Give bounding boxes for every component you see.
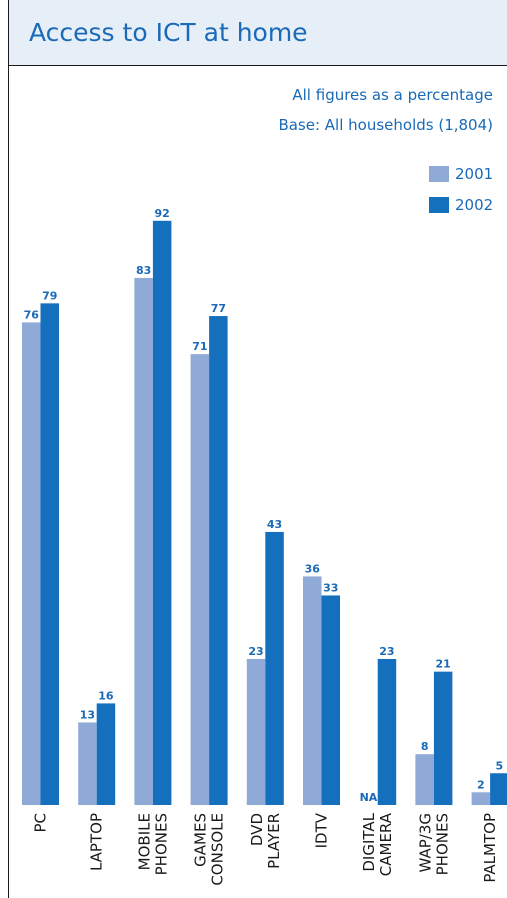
bar-laptop-2002 xyxy=(96,703,116,805)
frame-left-rule xyxy=(8,66,9,898)
bar-palmtop-2002 xyxy=(490,773,507,805)
note-base: Base: All households (1,804) xyxy=(278,116,493,134)
legend-item-2002: 2002 xyxy=(429,196,493,214)
data-label-laptop-2001: 13 xyxy=(80,708,95,721)
bar-wap-3g-phones-2001 xyxy=(415,754,434,805)
data-label-palmtop-2001: 2 xyxy=(477,778,485,791)
category-label-line: LAPTOP xyxy=(88,813,106,871)
title-bar: Access to ICT at home xyxy=(8,0,507,66)
legend-item-2001: 2001 xyxy=(429,165,493,183)
bar-idtv-2002 xyxy=(321,595,340,805)
category-label-palmtop: PALMTOP xyxy=(481,813,499,883)
legend-label-2002: 2002 xyxy=(455,196,494,214)
category-label-wap-3g-phones: WAP/3GPHONES xyxy=(416,813,451,875)
category-label-line: CAMERA xyxy=(377,812,395,876)
bar-dvd-player-2002 xyxy=(265,531,284,805)
bar-palmtop-2001 xyxy=(471,792,491,805)
data-label-mobile-phones-2001: 83 xyxy=(136,264,151,277)
category-label-pc: PC xyxy=(32,813,50,833)
bar-pc-2002 xyxy=(40,303,59,805)
category-label-games-console: GAMESCONSOLE xyxy=(192,813,227,886)
bar-mobile-phones-2002 xyxy=(152,220,172,806)
bar-wap-3g-phones-2002 xyxy=(433,671,453,805)
data-label-wap-3g-phones-2002: 21 xyxy=(435,658,450,671)
data-label-palmtop-2002: 5 xyxy=(496,759,504,772)
category-label-mobile-phones: MOBILEPHONES xyxy=(135,813,170,875)
bar-digital-camera-2002 xyxy=(377,658,397,805)
category-label-line: PHONES xyxy=(433,813,451,875)
category-label-line: DVD xyxy=(248,813,266,846)
bar-idtv-2001 xyxy=(303,576,322,805)
bar-games-console-2002 xyxy=(209,316,228,805)
data-label-idtv-2002: 33 xyxy=(323,581,338,594)
category-label-line: DIGITAL xyxy=(360,812,378,871)
data-label-dvd-player-2002: 43 xyxy=(267,518,282,531)
category-label-laptop: LAPTOP xyxy=(88,813,106,871)
legend-label-2001: 2001 xyxy=(455,165,494,183)
data-label-digital-camera-2001: NA xyxy=(360,791,378,804)
legend-swatch-2001 xyxy=(429,166,449,182)
category-label-line: MOBILE xyxy=(135,813,153,870)
note-figures: All figures as a percentage xyxy=(292,86,493,104)
category-label-line: PALMTOP xyxy=(481,813,499,883)
data-label-games-console-2001: 71 xyxy=(192,340,207,353)
data-label-pc-2001: 76 xyxy=(24,308,40,321)
data-label-mobile-phones-2002: 92 xyxy=(154,207,169,220)
data-label-laptop-2002: 16 xyxy=(98,689,114,702)
category-label-line: PLAYER xyxy=(265,813,283,869)
chart-title: Access to ICT at home xyxy=(29,18,308,47)
category-label-dvd-player: DVDPLAYER xyxy=(248,813,283,869)
category-label-line: GAMES xyxy=(192,813,210,867)
data-label-games-console-2002: 77 xyxy=(211,302,226,315)
bar-dvd-player-2001 xyxy=(246,658,266,805)
data-label-idtv-2001: 36 xyxy=(305,562,321,575)
category-label-line: IDTV xyxy=(313,812,331,848)
category-label-line: PHONES xyxy=(152,813,170,875)
category-label-line: WAP/3G xyxy=(416,813,434,873)
bar-mobile-phones-2001 xyxy=(134,277,153,805)
category-label-line: CONSOLE xyxy=(209,813,227,886)
bar-laptop-2001 xyxy=(78,722,97,805)
category-label-line: PC xyxy=(32,813,50,833)
category-label-idtv: IDTV xyxy=(313,812,331,848)
data-label-dvd-player-2001: 23 xyxy=(248,645,263,658)
data-label-wap-3g-phones-2001: 8 xyxy=(421,740,429,753)
legend-swatch-2002 xyxy=(429,197,449,213)
bar-games-console-2001 xyxy=(190,354,210,805)
category-label-digital-camera: DIGITALCAMERA xyxy=(360,812,395,876)
bar-pc-2001 xyxy=(22,322,41,805)
data-label-digital-camera-2002: 23 xyxy=(379,645,394,658)
data-label-pc-2002: 79 xyxy=(42,289,57,302)
